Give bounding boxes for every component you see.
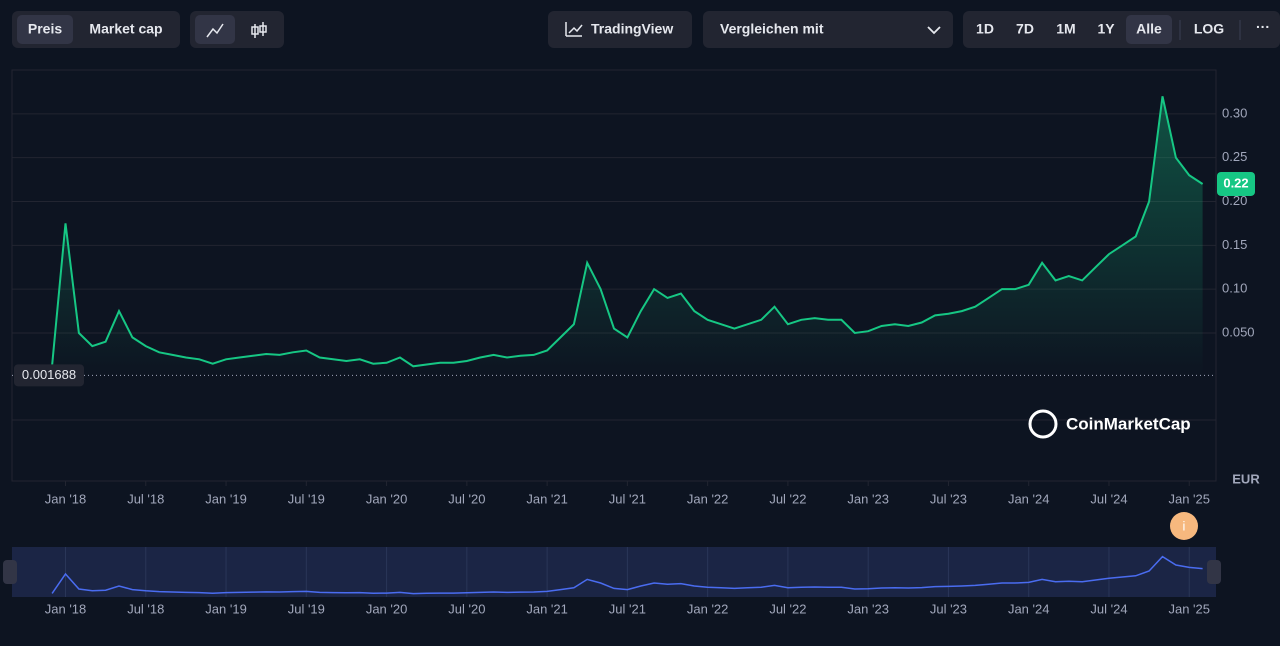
tradingview-label: TradingView: [591, 21, 673, 37]
y-tick-label: 0.20: [1222, 193, 1247, 208]
nav-tick-label: Jan '20: [366, 601, 408, 616]
range-button[interactable]: 1D: [976, 21, 994, 37]
x-tick-label: Jan '19: [205, 491, 247, 506]
navigator[interactable]: [12, 547, 1216, 597]
compare-select[interactable]: [703, 11, 953, 48]
area: [52, 96, 1203, 377]
start-price-badge: [14, 364, 84, 387]
more-button[interactable]: ···: [1256, 19, 1270, 35]
mode-price[interactable]: Preis: [28, 21, 62, 37]
y-tick-label: 0.15: [1222, 237, 1247, 252]
candle-icon[interactable]: [251, 22, 267, 38]
nav-handle-left[interactable]: [3, 560, 17, 584]
x-tick-label: Jul '19: [288, 491, 325, 506]
range-button[interactable]: 1M: [1056, 21, 1075, 37]
nav-tick-label: Jul '21: [609, 601, 646, 616]
event-icon: i: [1183, 518, 1186, 533]
mode-active: [17, 15, 73, 44]
nav-tick-label: Jan '23: [847, 601, 889, 616]
x-tick-label: Jan '18: [45, 491, 87, 506]
x-tick-label: Jul '18: [127, 491, 164, 506]
y-tick-label: 0.050: [1222, 324, 1255, 339]
nav-tick-label: Jan '19: [205, 601, 247, 616]
nav-tick-label: Jan '25: [1168, 601, 1210, 616]
nav-tick-label: Jul '20: [448, 601, 485, 616]
x-tick-label: Jul '20: [448, 491, 485, 506]
line-style[interactable]: [195, 15, 235, 44]
x-tick-label: Jul '21: [609, 491, 646, 506]
plot-frame: [11, 69, 1217, 482]
current-price-badge: [1217, 171, 1255, 196]
y-tick-label: 0.10: [1222, 281, 1247, 296]
currency-label: EUR: [1232, 471, 1260, 486]
x-tick-label: Jul '24: [1090, 491, 1127, 506]
y-tick-label: 0.30: [1222, 105, 1247, 120]
x-tick-label: Jan '23: [847, 491, 889, 506]
start-price-label: 0.001688: [22, 367, 76, 382]
nav-tick-label: Jul '19: [288, 601, 325, 616]
range-button[interactable]: 7D: [1016, 21, 1034, 37]
tradingview-button[interactable]: [548, 11, 692, 48]
y-tick-label: 0.25: [1222, 149, 1247, 164]
nav-line: [51, 555, 1203, 595]
nav-tick-label: Jul '18: [127, 601, 164, 616]
x-tick-label: Jan '25: [1168, 491, 1210, 506]
nav-handle-right[interactable]: [1207, 560, 1221, 584]
x-tick-label: Jul '22: [769, 491, 806, 506]
nav-tick-label: Jan '22: [687, 601, 729, 616]
x-tick-label: Jan '21: [526, 491, 568, 506]
x-tick-label: Jan '20: [366, 491, 408, 506]
log-button[interactable]: LOG: [1194, 21, 1224, 37]
range-button[interactable]: Alle: [1136, 21, 1162, 37]
line-icon: [206, 23, 224, 38]
brand-logo: [1028, 409, 1058, 439]
compare-label: Vergleichen mit: [720, 21, 824, 37]
nav-tick-label: Jan '21: [526, 601, 568, 616]
nav-tick-label: Jul '23: [930, 601, 967, 616]
x-tick-label: Jul '23: [930, 491, 967, 506]
price-line: [51, 96, 1204, 368]
range-toggle: [963, 11, 1280, 48]
tv-icon: [565, 22, 583, 37]
mode-market-cap[interactable]: Market cap: [89, 21, 162, 37]
x-tick-label: Jan '24: [1008, 491, 1050, 506]
range-active: [1126, 15, 1172, 44]
nav-tick-label: Jan '18: [45, 601, 87, 616]
brand: CoinMarketCap: [1066, 414, 1191, 433]
nav-tick-label: Jul '22: [769, 601, 806, 616]
chevron: [927, 26, 941, 35]
nav-tick-label: Jul '24: [1090, 601, 1127, 616]
range-button[interactable]: 1Y: [1097, 21, 1115, 37]
nav-tick-label: Jan '24: [1008, 601, 1050, 616]
event-marker[interactable]: [1170, 512, 1198, 540]
current-price-label: 0.22: [1223, 175, 1248, 190]
x-tick-label: Jan '22: [687, 491, 729, 506]
